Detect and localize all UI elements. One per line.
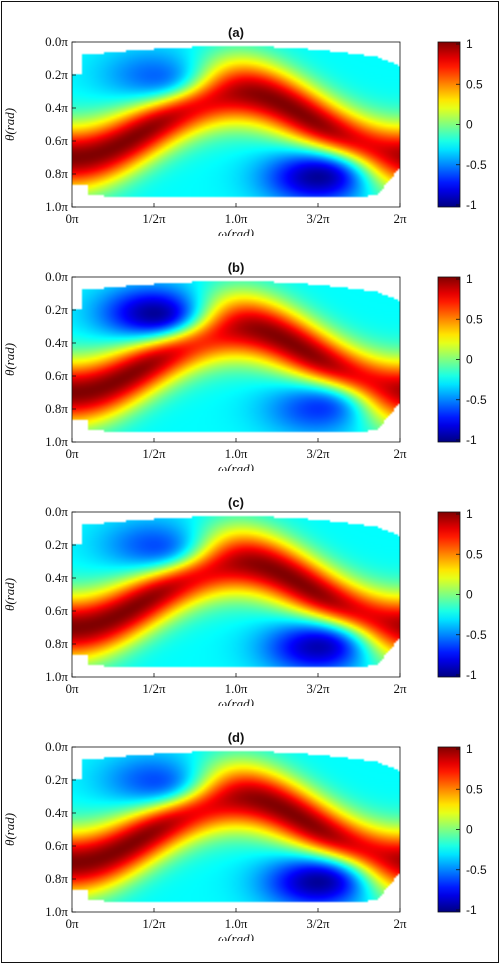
panel-1: (b) 0π 1/2π 1.0π 3/2π 2π 0.0π 0.2π 0.4π 0.6π 0.8π 1… xyxy=(2,260,487,471)
x-axis-label: ω(rad) xyxy=(218,696,254,706)
colorbar-tick-label: -1 xyxy=(466,433,477,447)
panel-2: (c) 0π 1/2π 1.0π 3/2π 2π 0.0π 0.2π 0.4π 0.6π 0.8π 1… xyxy=(2,495,487,706)
x-tick-label: 2π xyxy=(393,681,407,696)
y-tick-label: 0.4π xyxy=(45,335,68,350)
colorbar-tick-label: 1 xyxy=(466,37,473,51)
colorbar-tick-label: -0.5 xyxy=(466,863,487,877)
colorbar-tick-label: -1 xyxy=(466,198,477,212)
y-tick-label: 0.6π xyxy=(45,603,68,618)
y-tick-label: 0.0π xyxy=(45,34,68,49)
heatmap-surface xyxy=(72,42,400,207)
chart-title: (d) xyxy=(228,730,245,745)
colorbar-tick-label: 0.5 xyxy=(466,312,483,326)
x-tick-label: 0π xyxy=(65,211,79,226)
y-tick-label: 0.0π xyxy=(45,739,68,754)
x-tick-label: 2π xyxy=(393,446,407,461)
colorbar-tick-label: -1 xyxy=(466,668,477,682)
chart-title: (c) xyxy=(228,495,244,510)
colorbar-tick-label: -0.5 xyxy=(466,158,487,172)
y-tick-label: 1.0π xyxy=(45,904,68,919)
chart-title: (b) xyxy=(228,260,245,275)
y-tick-label: 0.8π xyxy=(45,871,68,886)
y-tick-label: 0.4π xyxy=(45,570,68,585)
x-axis-label: ω(rad) xyxy=(218,461,254,471)
y-tick-label: 0.2π xyxy=(45,772,68,787)
x-axis-label: ω(rad) xyxy=(218,226,254,236)
colorbar-tick-label: 0.5 xyxy=(466,547,483,561)
x-tick-label: 1/2π xyxy=(142,681,166,696)
colorbar-tick-label: 1 xyxy=(466,742,473,756)
y-tick-label: 0.0π xyxy=(45,269,68,284)
y-tick-label: 1.0π xyxy=(45,199,68,214)
colorbar-tick-label: -0.5 xyxy=(466,393,487,407)
x-tick-label: 1.0π xyxy=(225,446,248,461)
x-tick-label: 0π xyxy=(65,681,79,696)
y-tick-label: 0.8π xyxy=(45,636,68,651)
colorbar-tick-label: 0.5 xyxy=(466,782,483,796)
y-tick-label: 0.8π xyxy=(45,166,68,181)
y-tick-label: 0.6π xyxy=(45,133,68,148)
y-tick-label: 1.0π xyxy=(45,669,68,684)
heatmap-surface xyxy=(72,512,400,677)
colorbar-tick-label: 1 xyxy=(466,507,473,521)
chart-title: (a) xyxy=(228,25,244,40)
y-tick-label: 0.8π xyxy=(45,401,68,416)
colorbar-tick-label: 0 xyxy=(466,588,473,602)
heatmap-surface xyxy=(72,747,400,912)
x-tick-label: 1/2π xyxy=(142,446,166,461)
x-tick-label: 1/2π xyxy=(142,211,166,226)
x-tick-label: 1.0π xyxy=(225,211,248,226)
x-tick-label: 2π xyxy=(393,916,407,931)
y-tick-label: 0.2π xyxy=(45,67,68,82)
y-tick-label: 0.2π xyxy=(45,302,68,317)
colorbar-tick-label: 0.5 xyxy=(466,77,483,91)
x-tick-label: 1/2π xyxy=(142,916,166,931)
x-tick-label: 1.0π xyxy=(225,916,248,931)
y-tick-label: 0.6π xyxy=(45,368,68,383)
y-axis-label: θ(rad) xyxy=(2,343,17,376)
y-tick-label: 0.4π xyxy=(45,100,68,115)
colorbar-tick-label: 0 xyxy=(466,823,473,837)
x-axis-label: ω(rad) xyxy=(218,931,254,941)
y-tick-label: 0.6π xyxy=(45,838,68,853)
x-tick-label: 3/2π xyxy=(306,916,330,931)
y-axis-label: θ(rad) xyxy=(2,813,17,846)
heatmap-surface xyxy=(72,277,400,442)
x-tick-label: 2π xyxy=(393,211,407,226)
x-tick-label: 1.0π xyxy=(225,681,248,696)
x-tick-label: 0π xyxy=(65,916,79,931)
y-axis-label: θ(rad) xyxy=(2,578,17,611)
colorbar-tick-label: 0 xyxy=(466,353,473,367)
y-tick-label: 0.0π xyxy=(45,504,68,519)
y-axis-label: θ(rad) xyxy=(2,108,17,141)
colorbar-tick-label: -0.5 xyxy=(466,628,487,642)
x-tick-label: 3/2π xyxy=(306,681,330,696)
y-tick-label: 0.2π xyxy=(45,537,68,552)
panel-0: (a) 0π 1/2π 1.0π 3/2π 2π 0.0π 0.2π 0.4π 0.6π 0.8π 1… xyxy=(2,25,487,236)
x-tick-label: 0π xyxy=(65,446,79,461)
colorbar-tick-label: 0 xyxy=(466,118,473,132)
colorbar-tick-label: 1 xyxy=(466,272,473,286)
colorbar-tick-label: -1 xyxy=(466,903,477,917)
panel-3: (d) 0π 1/2π 1.0π 3/2π 2π 0.0π 0.2π 0.4π 0.6π 0.8π 1… xyxy=(2,730,487,941)
y-tick-label: 1.0π xyxy=(45,434,68,449)
x-tick-label: 3/2π xyxy=(306,211,330,226)
y-tick-label: 0.4π xyxy=(45,805,68,820)
x-tick-label: 3/2π xyxy=(306,446,330,461)
